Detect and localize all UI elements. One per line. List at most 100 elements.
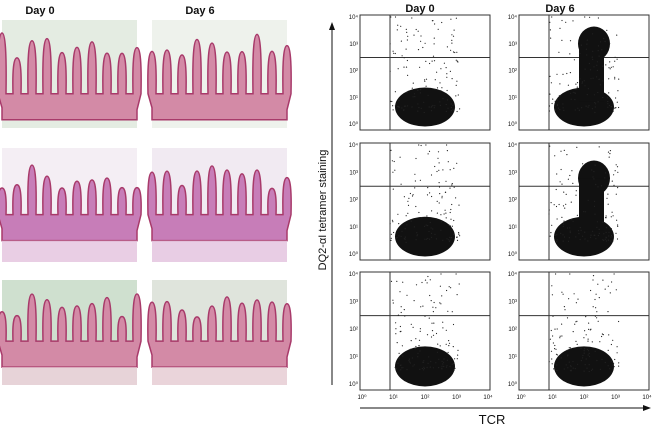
cell-event xyxy=(590,78,592,80)
cell-event xyxy=(407,200,409,202)
cell-event xyxy=(563,220,565,222)
cell-event xyxy=(614,358,616,361)
cell-event xyxy=(560,150,562,152)
cell-event xyxy=(440,68,442,70)
cell-event xyxy=(412,365,414,367)
cell-event xyxy=(423,369,425,371)
cell-event xyxy=(577,230,580,232)
y-tick-label: 10⁰ xyxy=(508,251,518,258)
cell-event xyxy=(585,334,587,336)
cell-event xyxy=(454,51,456,54)
column-label: Day 0 xyxy=(25,5,54,17)
cell-event xyxy=(448,340,450,342)
cell-event xyxy=(415,284,418,286)
cell-event xyxy=(556,364,558,366)
cell-event xyxy=(447,161,449,163)
tissue xyxy=(0,32,142,121)
cell-event xyxy=(558,51,560,53)
cell-event xyxy=(574,368,576,370)
cell-event xyxy=(453,186,455,188)
cell-event xyxy=(438,186,441,188)
cell-event xyxy=(563,109,565,111)
cell-event xyxy=(583,211,585,213)
cell-event xyxy=(553,368,555,370)
cell-event xyxy=(591,368,594,370)
cell-event xyxy=(602,221,604,223)
cell-event xyxy=(567,84,570,86)
cell-event xyxy=(550,232,552,234)
cell-event xyxy=(426,334,429,336)
cell-event xyxy=(585,48,588,50)
cell-event xyxy=(398,352,400,354)
cell-event xyxy=(562,234,564,236)
cell-event xyxy=(611,106,613,108)
cell-event xyxy=(449,239,451,241)
cell-event xyxy=(455,273,457,275)
cell-event xyxy=(597,91,599,94)
cell-event xyxy=(436,87,439,89)
arrow-head xyxy=(643,405,651,411)
cell-event xyxy=(556,103,559,105)
cell-event xyxy=(434,105,436,107)
cell-event xyxy=(586,43,588,45)
cell-event xyxy=(406,31,408,33)
cell-event xyxy=(606,197,608,199)
cell-event xyxy=(458,204,460,206)
cell-event xyxy=(605,64,607,66)
cell-event xyxy=(587,88,590,90)
x-tick-label: 10¹ xyxy=(389,395,398,401)
cell-event xyxy=(583,352,585,354)
cell-event xyxy=(569,227,571,229)
cell-event xyxy=(607,285,609,287)
cell-event xyxy=(614,78,616,80)
cell-event xyxy=(552,98,554,100)
cell-event xyxy=(615,97,617,99)
cell-event xyxy=(592,275,595,277)
cell-event xyxy=(417,356,419,358)
cell-event xyxy=(556,370,558,372)
cell-event xyxy=(576,214,579,216)
cell-event xyxy=(431,105,433,107)
cell-event xyxy=(550,329,552,332)
cell-event xyxy=(438,162,440,164)
cell-event xyxy=(435,307,437,309)
cell-event xyxy=(406,39,408,41)
x-tick-label: 10⁰ xyxy=(516,394,526,401)
cell-event xyxy=(575,190,577,192)
cell-event xyxy=(414,96,416,98)
cell-event xyxy=(397,24,399,26)
cell-event xyxy=(408,358,410,360)
cell-event xyxy=(400,311,402,314)
cell-event xyxy=(441,295,443,297)
cell-event xyxy=(406,369,408,371)
cell-event xyxy=(590,234,592,236)
cell-event xyxy=(558,203,560,206)
cell-event xyxy=(609,43,611,45)
cell-event xyxy=(607,311,609,313)
cell-event xyxy=(566,72,568,75)
cell-event xyxy=(598,55,600,57)
cell-event xyxy=(394,16,397,18)
cell-event xyxy=(451,42,453,44)
cell-event xyxy=(390,149,392,151)
cell-event xyxy=(562,240,564,242)
cell-event xyxy=(592,306,594,308)
cell-event xyxy=(608,78,610,80)
cell-event xyxy=(429,192,431,194)
cell-event xyxy=(402,281,404,283)
cell-event xyxy=(573,59,576,61)
cell-event xyxy=(434,233,436,235)
cell-event xyxy=(392,171,394,173)
cell-event xyxy=(396,29,398,31)
cell-event xyxy=(390,100,392,102)
y-tick-label: 10³ xyxy=(508,170,517,176)
cell-event xyxy=(440,90,442,92)
cell-event xyxy=(583,370,585,372)
cell-event xyxy=(419,330,421,332)
cell-event xyxy=(567,178,570,180)
cell-event xyxy=(579,238,581,241)
cell-event xyxy=(604,40,606,43)
cell-event xyxy=(445,366,448,368)
cell-event xyxy=(430,360,432,363)
cell-event xyxy=(406,59,408,62)
